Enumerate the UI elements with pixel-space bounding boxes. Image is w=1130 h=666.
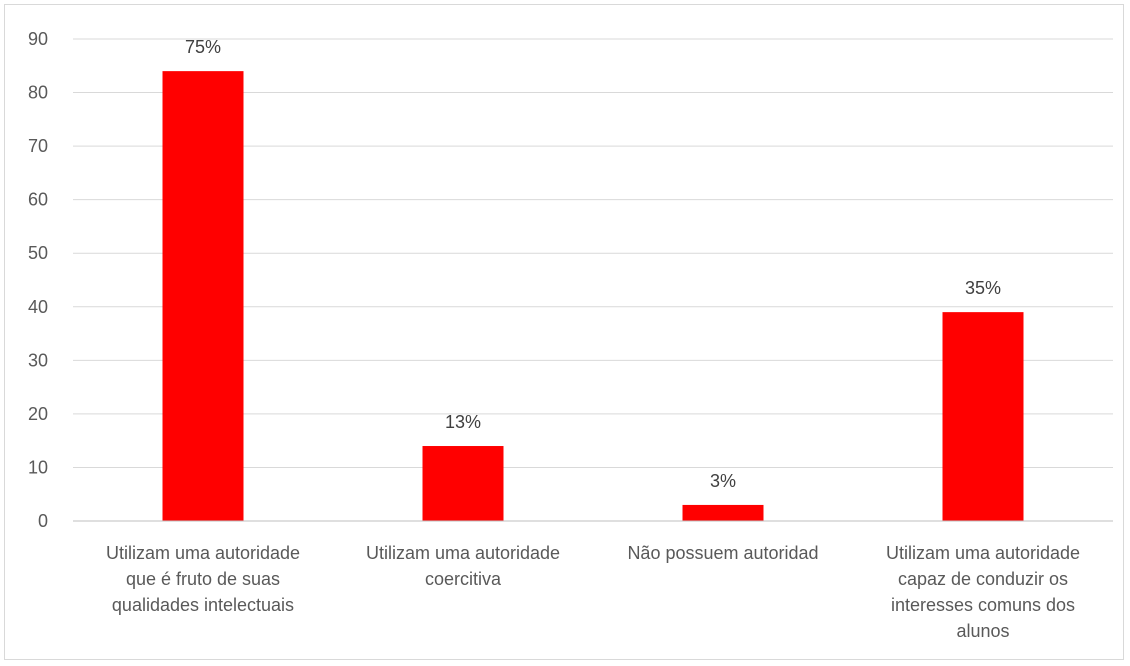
bar-1 <box>162 71 244 521</box>
category-label-3: Não possuem autoridad <box>627 543 818 563</box>
bar-3 <box>682 504 764 521</box>
gridlines <box>73 38 1113 468</box>
data-label-1: 75% <box>185 37 221 57</box>
category-label-line: que é fruto de suas <box>126 569 280 589</box>
y-tick-label-50: 50 <box>28 243 48 263</box>
y-tick-label-40: 40 <box>28 297 48 317</box>
data-label-4: 35% <box>965 278 1001 298</box>
category-label-line: Utilizam uma autoridade <box>106 543 300 563</box>
bar-4 <box>942 312 1024 521</box>
y-tick-label-10: 10 <box>28 457 48 477</box>
category-label-line: coercitiva <box>425 569 502 589</box>
category-label-line: Não possuem autoridad <box>627 543 818 563</box>
y-tick-label-70: 70 <box>28 136 48 156</box>
category-label-line: Utilizam uma autoridade <box>886 543 1080 563</box>
data-label-3: 3% <box>710 471 736 491</box>
y-tick-label-60: 60 <box>28 190 48 210</box>
category-label-line: alunos <box>956 621 1009 641</box>
y-tick-label-80: 80 <box>28 83 48 103</box>
category-label-2: Utilizam uma autoridade coercitiva <box>366 543 560 589</box>
category-label-4: Utilizam uma autoridade capaz de conduzir… <box>886 543 1080 641</box>
bar-2 <box>422 446 504 521</box>
category-label-1: Utilizam uma autoridade que é fruto de su… <box>106 543 300 615</box>
y-axis-ticks: 0 10 20 30 40 50 60 70 80 90 <box>28 29 48 531</box>
data-labels: 75% 13% 3% 35% <box>185 37 1001 491</box>
category-label-line: capaz de conduzir os <box>898 569 1068 589</box>
category-label-line: qualidades intelectuais <box>112 595 294 615</box>
category-label-line: interesses comuns dos <box>891 595 1075 615</box>
category-labels: Utilizam uma autoridade que é fruto de su… <box>106 543 1080 641</box>
bars <box>162 71 1024 521</box>
y-tick-label-0: 0 <box>38 511 48 531</box>
y-tick-label-20: 20 <box>28 404 48 424</box>
category-label-line: Utilizam uma autoridade <box>366 543 560 563</box>
y-tick-label-90: 90 <box>28 29 48 49</box>
y-tick-label-30: 30 <box>28 350 48 370</box>
data-label-2: 13% <box>445 412 481 432</box>
